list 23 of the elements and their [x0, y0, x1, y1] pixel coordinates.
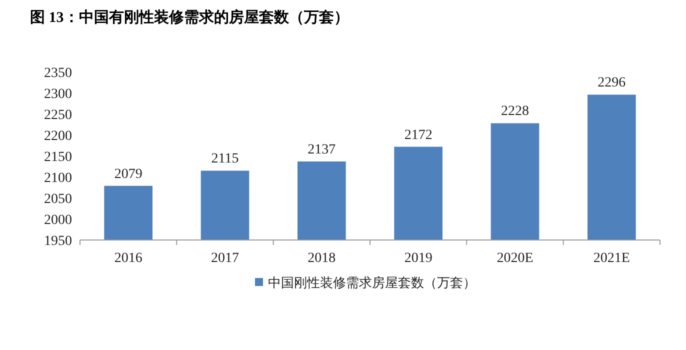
ytick: 2100	[44, 171, 72, 186]
data-label: 2228	[501, 104, 529, 120]
xtick: 2019	[404, 251, 432, 266]
ytick: 2300	[44, 87, 72, 102]
data-label: 2296	[598, 76, 626, 91]
ytick: 2200	[44, 129, 72, 144]
data-label: 2172	[404, 128, 432, 143]
legend: 中国刚性装修需求房屋套数（万套）	[268, 275, 476, 290]
data-label: 2137	[308, 142, 336, 158]
xtick: 2018	[308, 251, 336, 266]
ytick: 2250	[44, 108, 72, 123]
ytick: 2350	[44, 66, 72, 81]
title: 图 13：中国有刚性装修需求的房屋套数（万套）	[30, 10, 349, 26]
data-label: 2079	[114, 166, 142, 182]
xtick: 2017	[211, 251, 239, 266]
ytick: 2050	[44, 192, 72, 207]
xtick: 2020E	[496, 251, 534, 266]
data-label: 2115	[211, 152, 239, 167]
xtick: 2021E	[593, 251, 630, 266]
ytick: 2000	[44, 213, 72, 228]
ytick: 1950	[44, 234, 72, 249]
ytick: 2150	[44, 150, 72, 165]
xtick: 2016	[114, 251, 142, 266]
